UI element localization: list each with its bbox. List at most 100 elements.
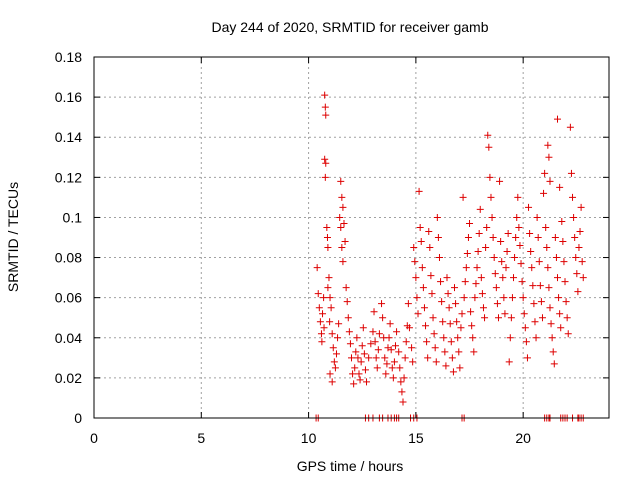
data-point xyxy=(336,213,344,221)
data-point xyxy=(428,290,436,298)
plot-frame xyxy=(93,56,610,419)
x-axis-ticks: 0 5 10 15 20 xyxy=(90,57,531,446)
data-point xyxy=(353,334,361,342)
data-point xyxy=(326,318,334,326)
data-point xyxy=(484,131,492,139)
data-point xyxy=(444,290,452,298)
data-point xyxy=(468,322,476,330)
data-point xyxy=(317,330,325,338)
data-point xyxy=(320,294,328,302)
data-point xyxy=(374,346,382,354)
data-point xyxy=(562,298,570,306)
data-point xyxy=(545,153,553,161)
data-point xyxy=(426,244,434,252)
data-point xyxy=(496,177,504,185)
data-point xyxy=(494,314,502,322)
x-tick-label: 15 xyxy=(408,430,424,446)
data-point xyxy=(390,358,398,366)
data-point xyxy=(476,205,484,213)
data-point xyxy=(427,272,435,280)
data-point xyxy=(490,254,498,262)
data-point xyxy=(443,274,451,282)
data-point xyxy=(538,314,546,322)
data-point xyxy=(577,203,585,211)
data-point xyxy=(429,314,437,322)
data-point xyxy=(326,294,334,302)
data-point xyxy=(322,111,330,119)
data-point xyxy=(433,213,441,221)
x-tick-label: 10 xyxy=(301,430,317,446)
data-point xyxy=(489,234,497,241)
data-point xyxy=(508,294,516,302)
data-point xyxy=(339,203,347,211)
data-point xyxy=(399,398,407,406)
data-point xyxy=(470,348,478,356)
data-point xyxy=(533,213,541,221)
data-point xyxy=(481,314,489,322)
data-point xyxy=(321,91,329,99)
data-point xyxy=(556,310,564,318)
data-point xyxy=(500,294,508,302)
data-point xyxy=(412,274,420,282)
data-point xyxy=(360,350,368,358)
data-point xyxy=(559,238,567,246)
data-point xyxy=(416,223,424,231)
data-point xyxy=(323,234,331,241)
data-point xyxy=(354,354,362,362)
data-point xyxy=(525,203,533,211)
data-point xyxy=(352,348,360,356)
data-point xyxy=(534,234,542,241)
data-point xyxy=(521,324,529,332)
data-point xyxy=(475,229,483,237)
data-point xyxy=(397,378,405,386)
data-point xyxy=(478,290,486,298)
y-tick-label: 0.16 xyxy=(55,89,82,105)
data-point xyxy=(556,183,564,191)
data-point xyxy=(326,370,334,378)
data-point xyxy=(341,238,349,246)
data-point xyxy=(526,229,534,237)
data-point xyxy=(497,238,505,246)
data-point xyxy=(320,324,328,332)
data-point xyxy=(544,141,552,149)
data-point xyxy=(363,378,371,386)
data-point xyxy=(520,310,528,318)
chart-title: Day 244 of 2020, SRMTID for receiver gam… xyxy=(211,19,488,35)
data-point xyxy=(516,242,524,250)
data-point xyxy=(345,328,353,336)
data-point xyxy=(335,320,343,328)
data-point xyxy=(536,282,544,290)
data-point xyxy=(535,258,543,266)
data-point xyxy=(372,354,380,362)
data-point xyxy=(504,229,512,237)
x-tick-label: 0 xyxy=(90,430,98,446)
data-point xyxy=(398,388,406,396)
data-point xyxy=(566,123,574,131)
data-point xyxy=(321,103,329,111)
data-point xyxy=(554,115,561,123)
data-point xyxy=(327,304,335,312)
data-point xyxy=(418,264,426,272)
data-point xyxy=(515,223,523,231)
data-point xyxy=(361,366,369,374)
data-point xyxy=(542,223,550,231)
data-point xyxy=(415,187,423,195)
data-point xyxy=(337,223,345,231)
y-tick-label: 0.1 xyxy=(63,209,83,225)
data-point xyxy=(506,334,514,342)
data-point xyxy=(396,364,404,372)
data-point xyxy=(469,334,477,342)
data-point xyxy=(329,344,337,352)
data-point xyxy=(473,264,481,272)
y-tick-label: 0.08 xyxy=(55,250,82,266)
data-point xyxy=(375,330,383,338)
data-point xyxy=(413,294,421,302)
data-point xyxy=(365,354,373,362)
data-point xyxy=(348,354,355,362)
data-point xyxy=(457,324,465,332)
data-point xyxy=(575,244,583,252)
y-axis-label: SRMTID / TECUs xyxy=(5,182,21,292)
data-point xyxy=(518,278,526,286)
data-point xyxy=(472,280,480,288)
data-point xyxy=(423,338,431,346)
